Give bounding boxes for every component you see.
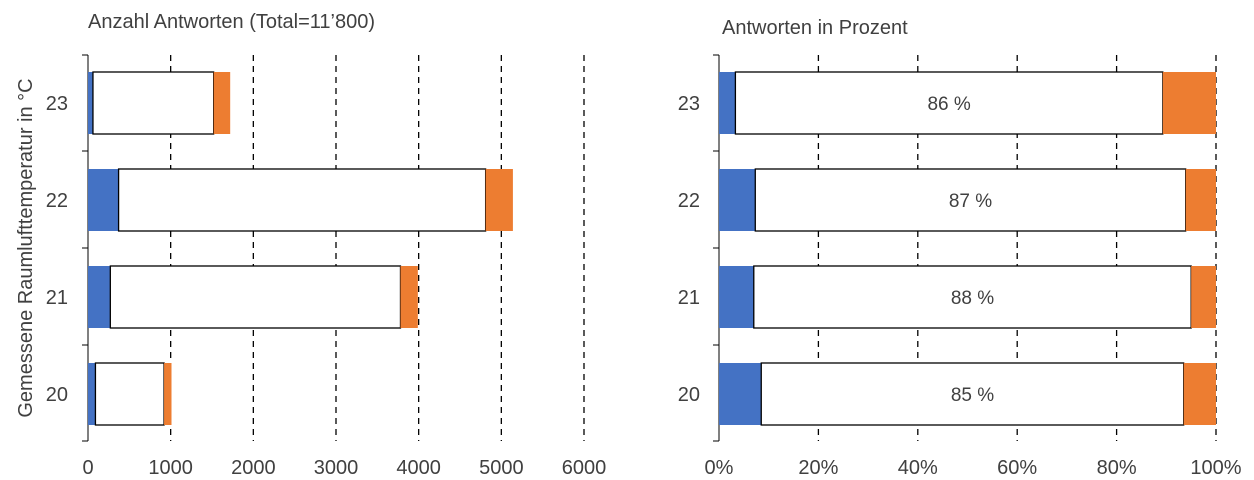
y-tick-label: 21 [46,287,68,309]
bar-segment-white [117,168,487,232]
bar-label: 85 % [951,385,994,406]
x-tick-label: 5000 [479,457,524,479]
x-tick-label: 80% [1097,457,1137,479]
x-tick-label: 0% [705,457,734,479]
x-tick-label: 60% [997,457,1037,479]
y-tick-label: 20 [46,384,68,406]
bar-segment-blue [88,266,111,328]
bar-segment-white [109,265,402,329]
y-tick-label: 21 [678,287,700,309]
x-tick-label: 6000 [562,457,607,479]
x-tick-label: 3000 [314,457,359,479]
y-tick-label: 22 [46,190,68,212]
chart-title: Anzahl Antworten (Total=11’800) [88,11,375,33]
right-chart: Antworten in Prozent 20 21 22 23 0% 20% 40% 60% 8… [678,17,1242,479]
chart-title: Antworten in Prozent [722,17,908,39]
y-tick-label: 22 [678,190,700,212]
bar-segment-white [754,168,1187,232]
bar-segment-white [734,71,1164,135]
bar-segment-white [92,71,215,135]
bar-label: 87 % [949,191,992,212]
bar-segment-orange [1183,363,1216,425]
x-tick-label: 2000 [231,457,276,479]
bar-segment-blue [719,266,754,328]
x-tick-label: 0 [82,457,93,479]
x-tick-label: 40% [898,457,938,479]
bar-segment-white [94,362,165,426]
left-chart: Anzahl Antworten (Total=11’800) 20 21 22 23 0… [46,11,607,479]
bar-segment-orange [1162,72,1216,134]
x-tick-label: 4000 [396,457,441,479]
bar-segment-blue [88,72,93,134]
y-tick-label: 23 [678,93,700,115]
x-tick-label: 1000 [148,457,193,479]
bar-segment-orange [164,363,172,425]
bar-segment-blue [719,72,736,134]
bar-segment-blue [719,363,762,425]
bar-label: 86 % [927,94,970,115]
y-axis-label: Gemessene Raumlufttemperatur in °C [15,78,37,417]
bar-segment-blue [88,363,96,425]
x-tick-label: 100% [1190,457,1241,479]
bar-segment-orange [400,266,418,328]
x-tick-label: 20% [798,457,838,479]
bar-segment-white [753,265,1192,329]
y-tick-label: 23 [46,93,68,115]
y-tick-label: 20 [678,384,700,406]
bar-segment-orange [1185,169,1216,231]
bar-segment-orange [485,169,513,231]
bar-segment-orange [213,72,231,134]
bar-segment-blue [719,169,756,231]
bar-segment-orange [1191,266,1216,328]
bar-segment-blue [88,169,119,231]
bar-label: 88 % [951,288,994,309]
